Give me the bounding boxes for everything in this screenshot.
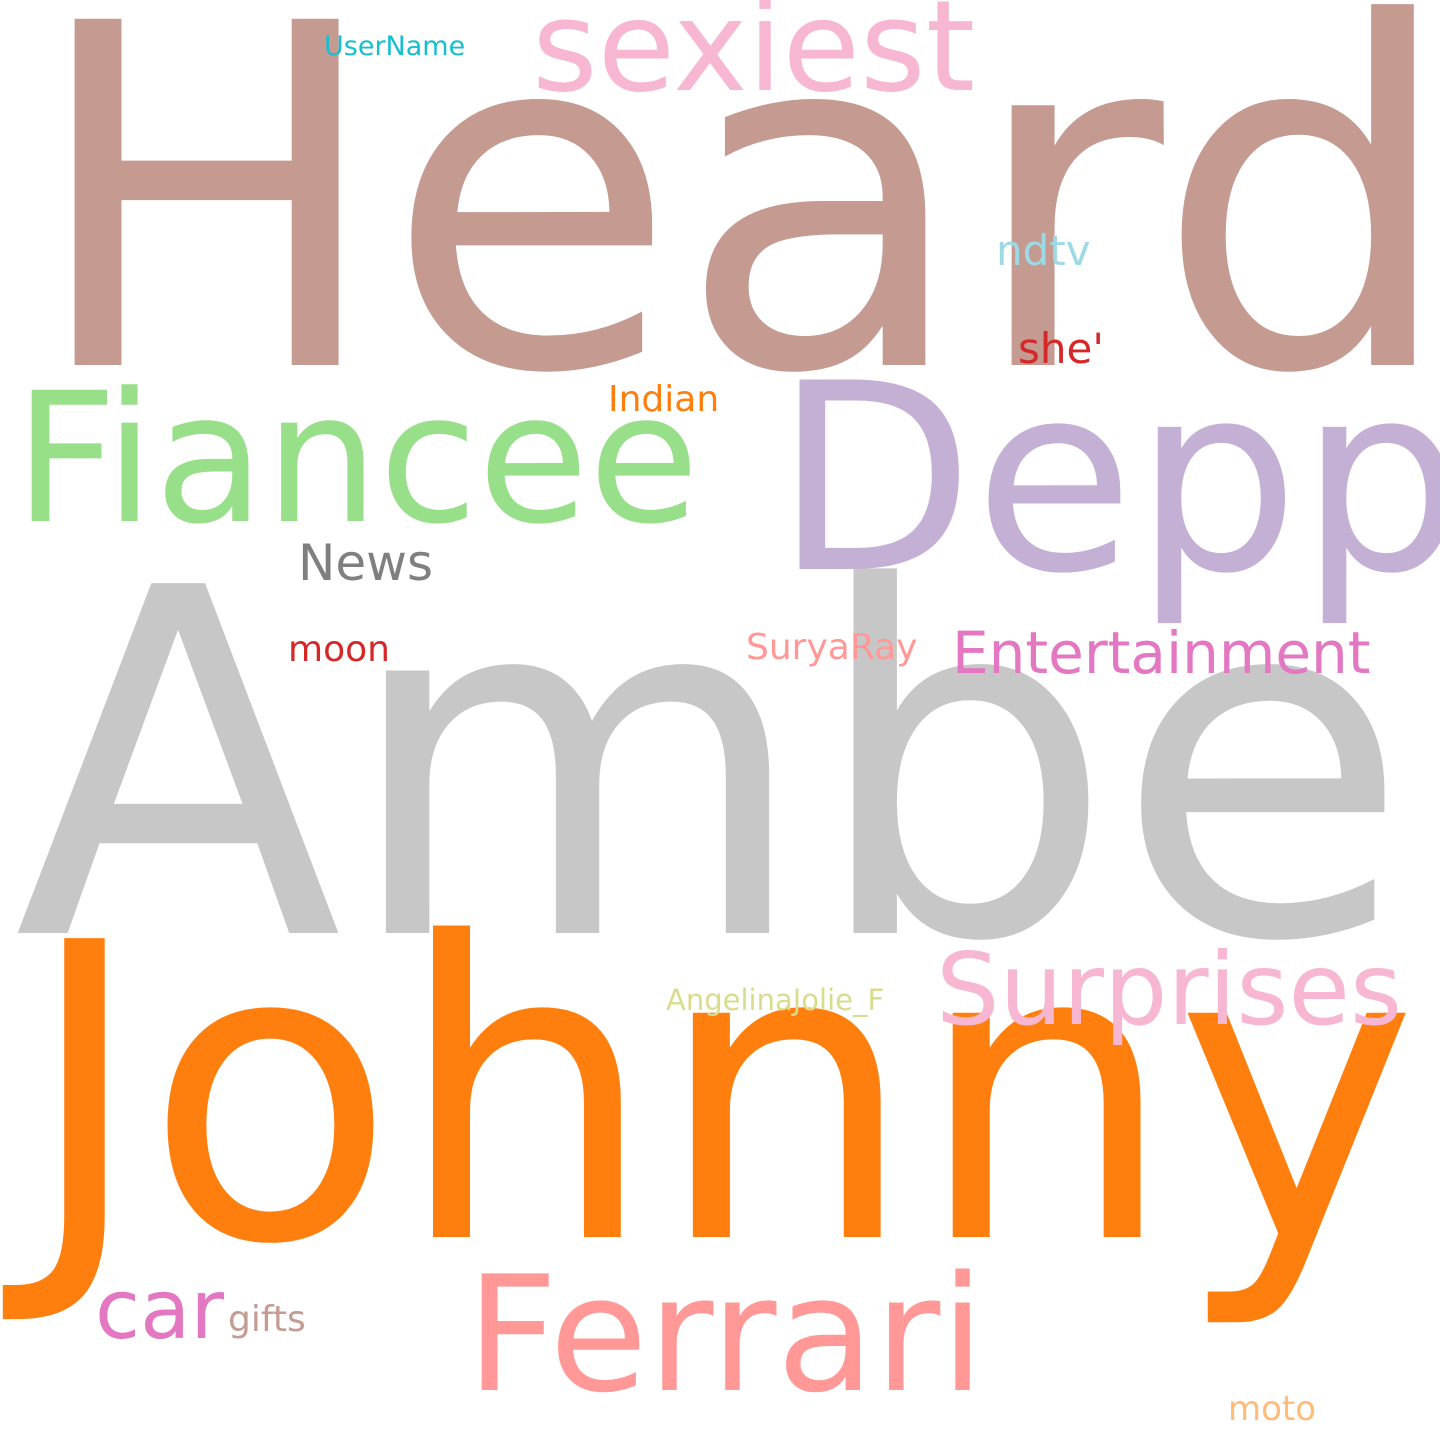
word-she: she' bbox=[1018, 324, 1104, 373]
word-car: car bbox=[95, 1263, 225, 1358]
word-ndtv: ndtv bbox=[996, 226, 1091, 275]
word-moon: moon bbox=[288, 629, 390, 670]
word-entertainment: Entertainment bbox=[952, 619, 1371, 687]
word-news: News bbox=[298, 534, 434, 592]
word-johnny: Johnny bbox=[24, 856, 1418, 1334]
word-gifts: gifts bbox=[228, 1299, 306, 1340]
word-heard: Heard bbox=[28, 0, 1440, 478]
word-sexiest: sexiest bbox=[532, 0, 976, 120]
word-username: UserName bbox=[324, 31, 466, 62]
word-ferrari: Ferrari bbox=[466, 1241, 985, 1428]
word-surprises: Surprises bbox=[936, 931, 1403, 1048]
word-fiancee: Fiancee bbox=[14, 355, 700, 564]
word-angelinajolie-f: AngelinaJolie_F bbox=[666, 983, 885, 1017]
word-amber: Amber bbox=[14, 488, 1440, 1047]
word-suryaray: SuryaRay bbox=[746, 627, 918, 668]
word-depp: Depp bbox=[774, 329, 1440, 631]
word-indian: Indian bbox=[608, 379, 720, 420]
word-moto: moto bbox=[1228, 1389, 1317, 1429]
